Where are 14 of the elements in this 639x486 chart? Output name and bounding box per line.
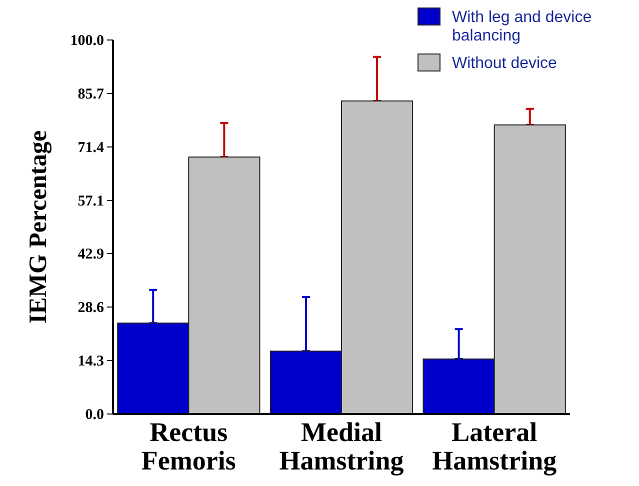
- x-tick-label: Medial Hamstring: [279, 417, 404, 476]
- y-tick-label: 100.0: [70, 32, 104, 49]
- x-tick-label: Lateral Hamstring: [432, 417, 558, 476]
- y-tick-label: 0.0: [85, 406, 104, 423]
- y-tick-label: 71.4: [78, 140, 104, 156]
- y-tick-label: 28.6: [78, 300, 104, 316]
- y-tick-label: 42.9: [78, 246, 104, 262]
- legend-label: With leg and device balancing: [452, 9, 592, 44]
- y-axis-title: IEMG Percentage: [25, 130, 52, 324]
- y-tick-label: 57.1: [78, 193, 104, 210]
- y-tick-label: 14.3: [78, 353, 104, 370]
- y-tick-label: 85.7: [78, 86, 104, 102]
- x-tick-label: Rectus Femoris: [141, 417, 236, 476]
- legend-label: Without device: [452, 55, 558, 72]
